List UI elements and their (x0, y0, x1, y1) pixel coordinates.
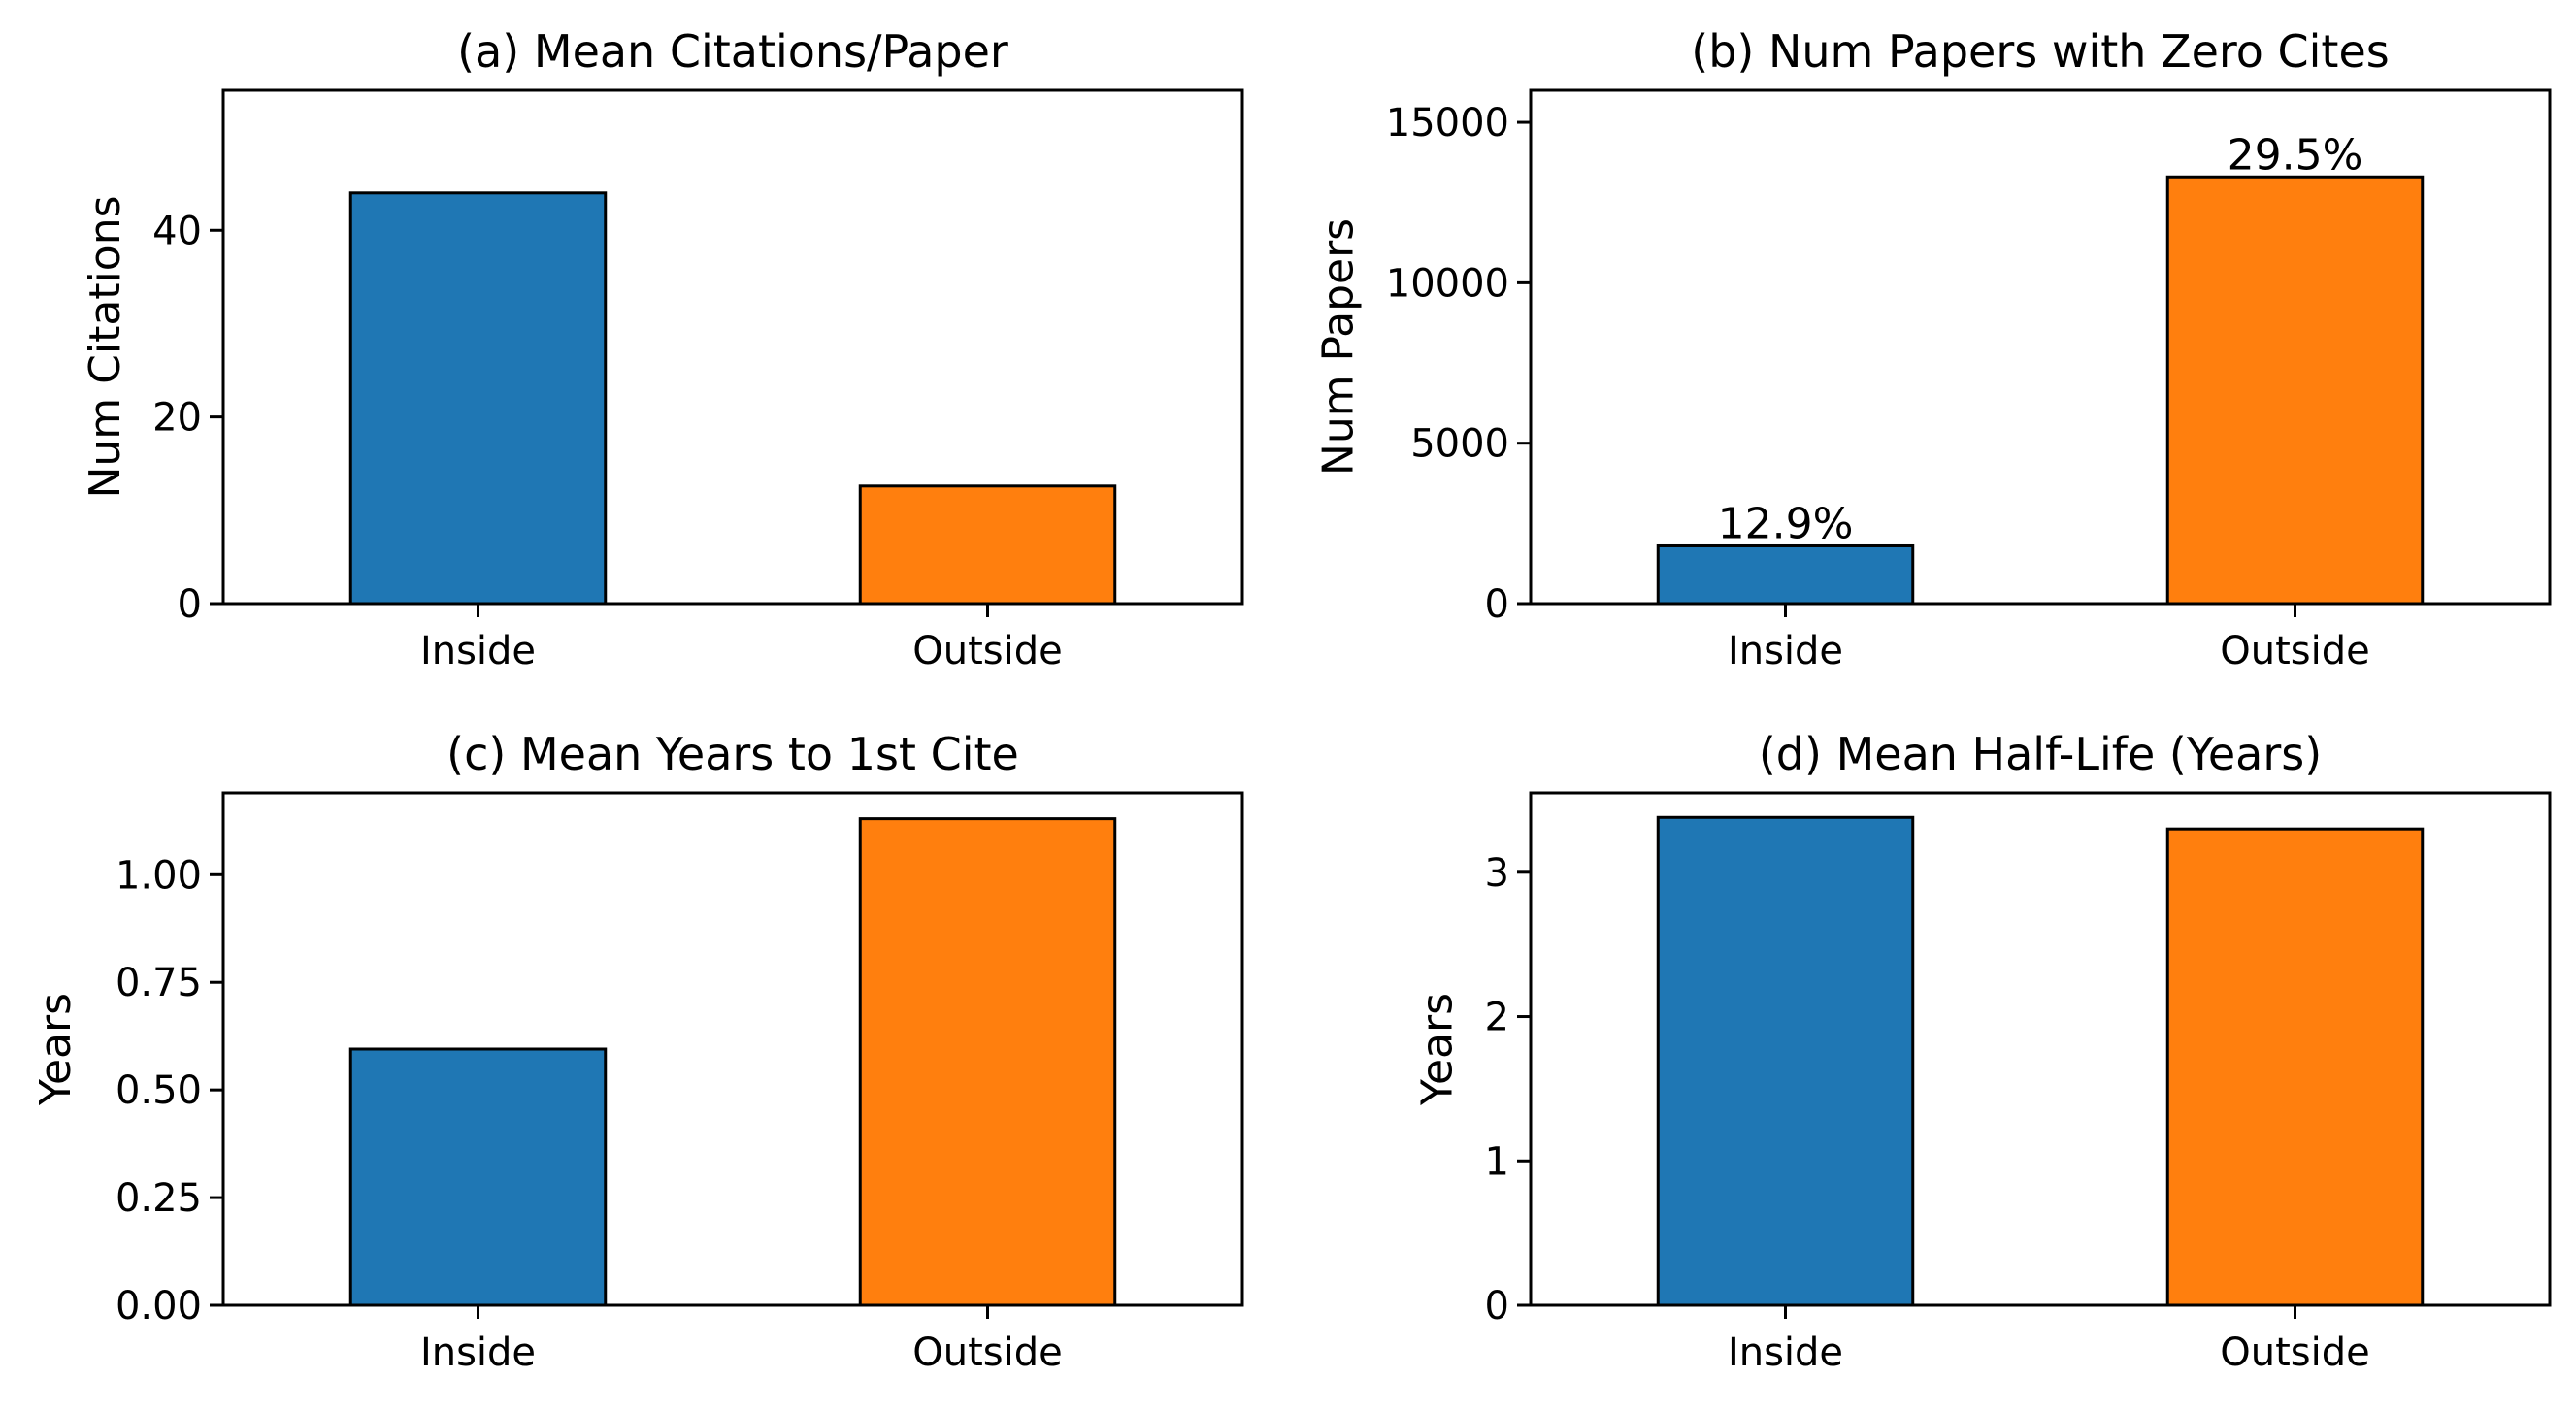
chart-title-c: (c) Mean Years to 1st Cite (446, 728, 1019, 780)
y-axis-label-a: Num Citations (81, 195, 130, 498)
plot-frame-d (1529, 791, 2552, 1307)
x-tick-label-c-outside: Outside (912, 1330, 1062, 1375)
bar-a-outside (858, 484, 1117, 606)
panel-b: Inside 12.9% Outside 29.5% 0 5000 10000 15000 (b… (1314, 25, 2552, 673)
bar-b-outside (2165, 175, 2425, 606)
x-tick-label-c-inside: Inside (420, 1330, 536, 1375)
y-tick-label-c-2: 0.50 (116, 1068, 202, 1113)
bar-c-inside (348, 1047, 608, 1307)
y-tick-label-c-1: 0.25 (116, 1176, 202, 1221)
y-axis-label-b: Num Papers (1314, 218, 1364, 476)
panel-c: Inside Outside 0.00 0.25 0.50 0.75 1.00 (c) Mea… (31, 728, 1244, 1375)
x-tick-label-a-inside: Inside (420, 629, 536, 673)
y-tick-label-b-0: 0 (1485, 582, 1509, 627)
x-tick-label-d-inside: Inside (1728, 1330, 1843, 1375)
y-tick-label-a-2: 40 (152, 209, 202, 253)
y-tick-label-c-4: 1.00 (116, 853, 202, 898)
bar-d-outside (2165, 827, 2425, 1307)
plot-frame-c (221, 791, 1244, 1307)
y-tick-label-d-1: 1 (1485, 1139, 1509, 1184)
y-axis-label-d: Years (1413, 993, 1463, 1106)
y-tick-label-d-3: 3 (1485, 851, 1509, 896)
y-tick-label-b-3: 15000 (1386, 101, 1509, 146)
x-tick-label-b-outside: Outside (2220, 629, 2369, 673)
chart-title-a: (a) Mean Citations/Paper (457, 25, 1008, 78)
bar-a-inside (348, 191, 608, 606)
bar-b-inside (1656, 543, 1915, 606)
panel-a: Inside Outside 0 20 40 (a) Mean Citations/Pap… (81, 25, 1244, 673)
y-tick-label-b-1: 5000 (1410, 422, 1509, 467)
panel-d: Inside Outside 0 1 2 3 (d) Mean Half-Life (Yea… (1413, 728, 2552, 1375)
chart-title-b: (b) Num Papers with Zero Cites (1691, 25, 2389, 78)
y-tick-label-d-0: 0 (1485, 1284, 1509, 1329)
x-tick-label-b-inside: Inside (1728, 629, 1843, 673)
plot-frame-b (1529, 88, 2552, 606)
plot-frame-a (221, 88, 1244, 606)
y-tick-label-d-2: 2 (1485, 996, 1509, 1040)
y-tick-label-a-0: 0 (178, 582, 202, 627)
data-label-b-inside: 12.9% (1718, 499, 1854, 548)
x-tick-label-d-outside: Outside (2220, 1330, 2369, 1375)
chart-title-d: (d) Mean Half-Life (Years) (1759, 728, 2322, 780)
x-tick-label-a-outside: Outside (912, 629, 1062, 673)
y-axis-label-c: Years (31, 993, 81, 1106)
bar-c-outside (858, 817, 1117, 1307)
data-label-b-outside: 29.5% (2228, 130, 2363, 180)
y-tick-label-a-1: 20 (152, 396, 202, 441)
y-tick-label-c-0: 0.00 (116, 1284, 202, 1329)
bar-d-inside (1656, 815, 1915, 1307)
y-tick-label-b-2: 10000 (1386, 261, 1509, 306)
y-tick-label-c-3: 0.75 (116, 961, 202, 1005)
